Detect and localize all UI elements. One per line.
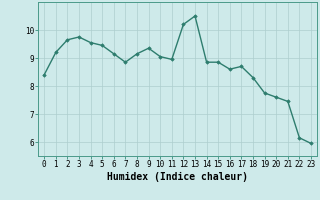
X-axis label: Humidex (Indice chaleur): Humidex (Indice chaleur) [107, 172, 248, 182]
